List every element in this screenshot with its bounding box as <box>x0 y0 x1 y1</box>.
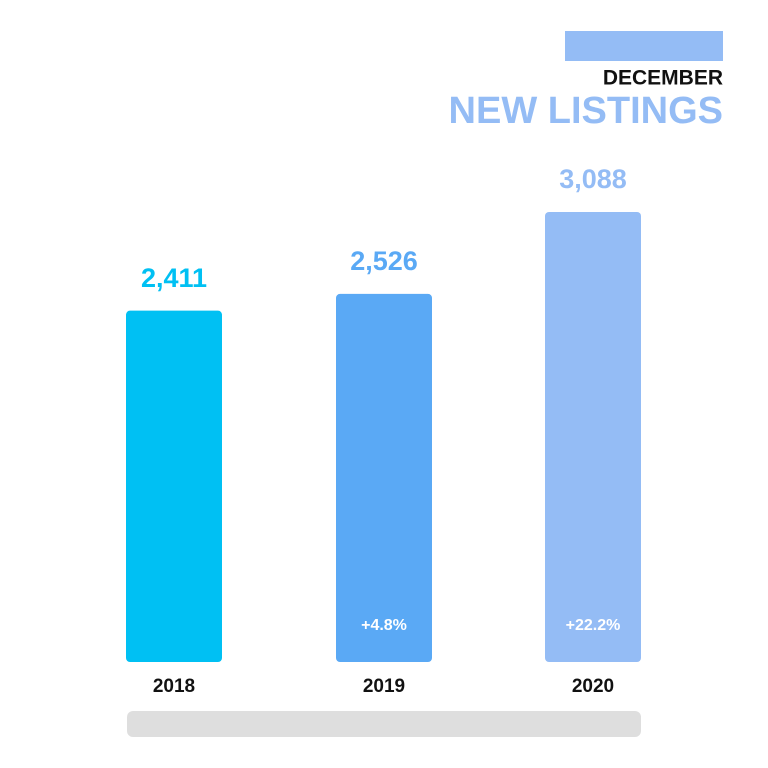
x-tick-label: 2018 <box>153 676 195 697</box>
bar <box>336 293 432 662</box>
x-tick-label: 2020 <box>572 676 614 697</box>
bar <box>545 212 641 662</box>
header-accent <box>565 31 723 61</box>
chart-title: NEW LISTINGS <box>449 90 723 132</box>
change-label: +22.2% <box>566 617 621 634</box>
change-label: +4.8% <box>361 617 407 634</box>
x-tick-label: 2019 <box>363 676 405 697</box>
footer-bar <box>127 711 641 737</box>
value-label: 2,411 <box>141 263 207 293</box>
bar <box>126 310 222 662</box>
chart-subtitle: DECEMBER <box>603 67 723 90</box>
value-label: 3,088 <box>559 164 627 194</box>
value-label: 2,526 <box>350 246 418 276</box>
